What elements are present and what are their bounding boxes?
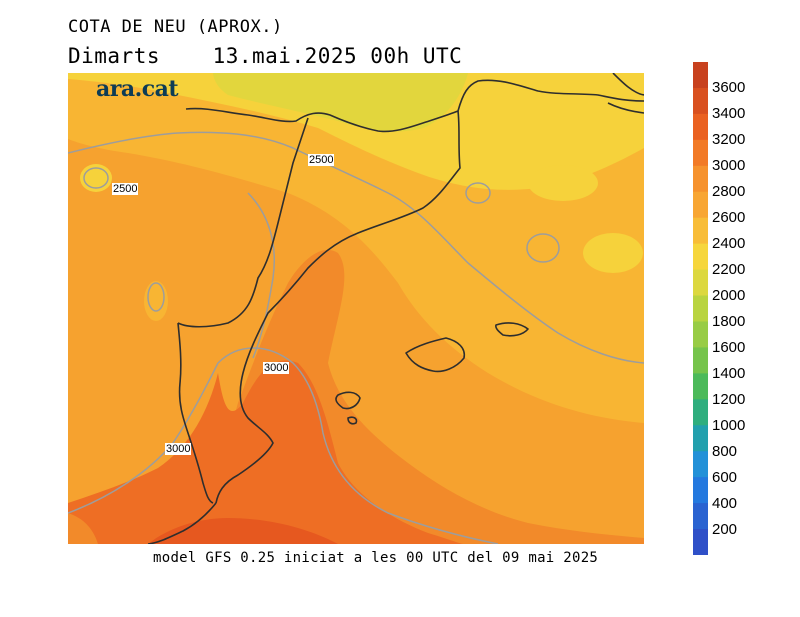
colorbar-segment xyxy=(693,529,708,555)
colorbar-tick-label: 1600 xyxy=(712,338,746,356)
colorbar-tick-label: 1800 xyxy=(712,312,746,330)
colorbar-segment xyxy=(693,477,708,504)
colorbar-segment xyxy=(693,425,708,452)
colorbar-tick-label: 200 xyxy=(712,520,738,538)
colorbar-segment xyxy=(693,269,708,297)
contour-2500 xyxy=(465,182,491,204)
colorbar-tick-label: 800 xyxy=(712,442,738,460)
island-menorca xyxy=(495,322,529,337)
colorbar-segment xyxy=(693,373,708,400)
colorbar-segment xyxy=(693,399,708,426)
forecast-day: Dimarts xyxy=(68,44,161,68)
colorbar-tick-label: 2400 xyxy=(712,235,746,253)
map-subtitle: Dimarts 13.mai.2025 00h UTC xyxy=(68,44,462,68)
colorbar-tick-label: 400 xyxy=(712,494,738,512)
model-info: model GFS 0.25 iniciat a les 00 UTC del … xyxy=(153,550,599,566)
snow-level-map xyxy=(68,73,644,544)
contour-2500 xyxy=(83,167,109,189)
field-3200-3400 xyxy=(148,518,338,544)
colorbar xyxy=(693,62,708,555)
colorbar-tick-label: 2600 xyxy=(712,209,746,227)
field-2000-2200 xyxy=(213,73,468,132)
colorbar-segment xyxy=(693,113,708,141)
colorbar-tick-label: 2800 xyxy=(712,183,746,201)
colorbar-tick-label: 3400 xyxy=(712,105,746,123)
colorbar-segment xyxy=(693,165,708,193)
border-line xyxy=(185,79,644,133)
border-line xyxy=(177,117,309,328)
colorbar-segment xyxy=(693,62,708,89)
contour-label-2500: 2500 xyxy=(112,183,139,195)
colorbar-segment xyxy=(693,503,708,530)
border-line xyxy=(607,102,644,114)
island-formentera xyxy=(347,416,358,425)
forecast-date-time: 13.mai.2025 00h UTC xyxy=(212,44,463,68)
colorbar-tick-label: 1400 xyxy=(712,364,746,382)
colorbar-tick-label: 1000 xyxy=(712,416,746,434)
colorbar-tick-label: 2000 xyxy=(712,287,746,305)
border-line xyxy=(612,73,644,96)
contour-label-2500: 2500 xyxy=(308,154,335,166)
colorbar-segment xyxy=(693,321,708,348)
field-patch xyxy=(144,281,168,321)
colorbar-segment xyxy=(693,295,708,322)
field-patch xyxy=(528,165,598,201)
colorbar-segment xyxy=(693,451,708,478)
colorbar-segment xyxy=(693,217,708,245)
map-title: COTA DE NEU (APROX.) xyxy=(68,17,283,37)
colorbar-segment xyxy=(693,87,708,115)
colorbar-segment xyxy=(693,139,708,167)
coastline xyxy=(215,110,461,504)
colorbar-segment xyxy=(693,191,708,219)
colorbar-tick-label: 3200 xyxy=(712,131,746,149)
colorbar-segment xyxy=(693,347,708,374)
field-2200-2400 xyxy=(68,73,644,190)
border-line xyxy=(177,322,214,504)
colorbar-tick-label: 1200 xyxy=(712,390,746,408)
contour-label-3000: 3000 xyxy=(263,362,290,374)
island-mallorca xyxy=(405,337,466,373)
colorbar-tick-label: 3600 xyxy=(712,79,746,97)
coastline xyxy=(147,502,217,544)
contour-2500 xyxy=(147,282,165,312)
contour-2500 xyxy=(68,131,644,364)
contour-2500 xyxy=(247,192,275,359)
contour-label-3000: 3000 xyxy=(165,443,192,455)
contour-2500 xyxy=(526,233,560,263)
colorbar-tick-label: 3000 xyxy=(712,157,746,175)
ara-cat-logo: ara.cat xyxy=(96,76,179,102)
colorbar-tick-label: 600 xyxy=(712,468,738,486)
colorbar-tick-label: 2200 xyxy=(712,261,746,279)
colorbar-segment xyxy=(693,243,708,271)
field-patch xyxy=(583,233,643,273)
island-eivissa xyxy=(335,391,361,410)
field-patch xyxy=(68,513,98,544)
